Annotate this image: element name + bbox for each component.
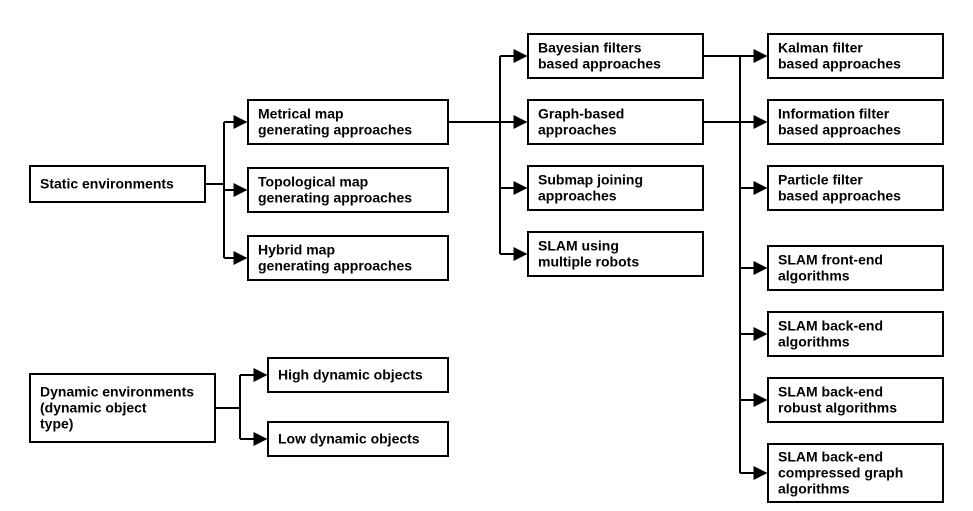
node-hybrid: Hybrid mapgenerating approaches [248,236,448,280]
node-dynamic-label-line-1: (dynamic object [40,400,147,416]
node-dynamic-label-line-2: type) [40,416,73,432]
node-compressed-label-line-0: SLAM back-end [778,449,883,465]
node-topo: Topological mapgenerating approaches [248,168,448,212]
node-backend-label-line-0: SLAM back-end [778,318,883,334]
node-hybrid-label-line-1: generating approaches [258,258,412,274]
node-hybrid-label-line-0: Hybrid map [258,242,335,258]
node-graph-label-line-0: Graph-based [538,106,624,122]
node-graph-label-line-1: approaches [538,122,617,138]
node-graph: Graph-basedapproaches [528,100,703,144]
node-highdyn: High dynamic objects [268,358,448,392]
node-slammulti: SLAM usingmultiple robots [528,232,703,276]
node-info-label-line-0: Information filter [778,106,890,122]
node-lowdyn: Low dynamic objects [268,422,448,456]
node-static-label-line-0: Static environments [40,176,174,192]
node-compressed: SLAM back-endcompressed graphalgorithms [768,444,943,502]
node-submap: Submap joiningapproaches [528,166,703,210]
node-backend-label-line-1: algorithms [778,334,850,350]
node-kalman-label-line-0: Kalman filter [778,40,863,56]
node-metrical: Metrical mapgenerating approaches [248,100,448,144]
node-frontend-label-line-1: algorithms [778,268,850,284]
node-info: Information filterbased approaches [768,100,943,144]
node-slammulti-label-line-1: multiple robots [538,254,639,270]
node-robust: SLAM back-endrobust algorithms [768,378,943,422]
node-dynamic: Dynamic environments (dynamic object typ… [30,374,215,442]
node-info-label-line-1: based approaches [778,122,901,138]
node-particle-label-line-1: based approaches [778,188,901,204]
node-robust-label-line-1: robust algorithms [778,400,897,416]
node-submap-label-line-0: Submap joining [538,172,643,188]
node-topo-label-line-0: Topological map [258,174,368,190]
node-slammulti-label-line-0: SLAM using [538,238,619,254]
node-bayes: Bayesian filtersbased approaches [528,34,703,78]
node-bayes-label-line-0: Bayesian filters [538,40,642,56]
node-kalman-label-line-1: based approaches [778,56,901,72]
node-particle-label-line-0: Particle filter [778,172,863,188]
node-static: Static environments [30,166,205,202]
node-metrical-label-line-1: generating approaches [258,122,412,138]
node-kalman: Kalman filterbased approaches [768,34,943,78]
node-topo-label-line-1: generating approaches [258,190,412,206]
node-compressed-label-line-2: algorithms [778,481,850,497]
node-robust-label-line-0: SLAM back-end [778,384,883,400]
node-frontend-label-line-0: SLAM front-end [778,252,883,268]
node-metrical-label-line-0: Metrical map [258,106,344,122]
node-frontend: SLAM front-endalgorithms [768,246,943,290]
node-highdyn-label-line-0: High dynamic objects [278,367,423,383]
node-particle: Particle filterbased approaches [768,166,943,210]
slam-taxonomy-diagram: Static environments Dynamic environments … [0,0,973,511]
node-compressed-label-line-1: compressed graph [778,465,903,481]
node-submap-label-line-1: approaches [538,188,617,204]
node-lowdyn-label-line-0: Low dynamic objects [278,431,420,447]
node-dynamic-label-line-0: Dynamic environments [40,384,194,400]
node-bayes-label-line-1: based approaches [538,56,661,72]
node-backend: SLAM back-endalgorithms [768,312,943,356]
